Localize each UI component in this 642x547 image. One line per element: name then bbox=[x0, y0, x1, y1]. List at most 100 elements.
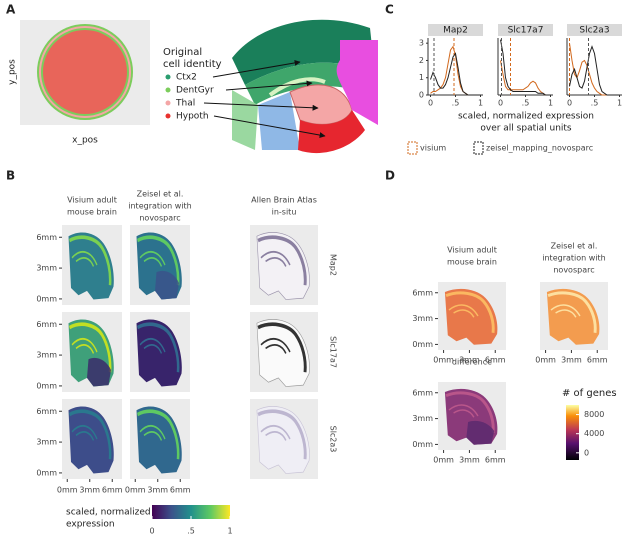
column-header: Allen Brain Atlas bbox=[251, 196, 317, 205]
brain-hippocampus bbox=[448, 404, 479, 418]
legend-swatch bbox=[407, 141, 418, 155]
legend-swatch bbox=[165, 113, 171, 119]
brain-hippocampus bbox=[448, 304, 479, 318]
facet-strip bbox=[428, 24, 483, 36]
brain-hippocampus bbox=[260, 424, 291, 441]
legend-label: DentGyr bbox=[176, 86, 214, 96]
y-tick-label: 6mm bbox=[36, 407, 57, 416]
y-tick-label: 6mm bbox=[36, 320, 57, 329]
brain-hippocampus bbox=[139, 250, 166, 267]
brain-cortex bbox=[69, 409, 112, 460]
colorbar-tick-label: 1 bbox=[227, 527, 232, 536]
brain-hippocampus bbox=[71, 337, 98, 354]
brain-cortex bbox=[137, 322, 180, 373]
cell-ring-inner bbox=[39, 26, 131, 118]
y-tick-label: 3mm bbox=[412, 314, 433, 323]
brain-cortex bbox=[137, 235, 180, 286]
region bbox=[336, 40, 378, 125]
brain-map bbox=[256, 406, 310, 474]
arrow bbox=[225, 80, 313, 91]
x-tick-label: 0mm bbox=[535, 356, 556, 365]
column-header: integration with bbox=[128, 202, 191, 211]
legend-label: Thal bbox=[175, 99, 195, 109]
panel-letter: B bbox=[6, 169, 15, 183]
panel-letter: A bbox=[6, 3, 16, 17]
axis-label: y_pos bbox=[8, 59, 18, 85]
colorbar bbox=[152, 505, 230, 519]
column-header: novosparc bbox=[553, 266, 594, 275]
y-tick-label: 0mm bbox=[412, 440, 433, 449]
column-header: integration with bbox=[542, 254, 605, 263]
brain-ventral bbox=[155, 270, 179, 300]
brain-anatomy bbox=[203, 19, 378, 154]
brain-hippocampus bbox=[260, 250, 291, 267]
density-line bbox=[430, 52, 481, 96]
panel-letter: D bbox=[385, 169, 395, 183]
row-label: Map2 bbox=[329, 254, 338, 276]
panel-a-schematic bbox=[20, 20, 150, 125]
legend-swatch bbox=[165, 74, 171, 80]
x-tick-label: 0 bbox=[428, 99, 433, 108]
axis-label: x_pos bbox=[72, 136, 98, 146]
x-tick-label: 3mm bbox=[79, 486, 100, 495]
brain-hippocampus bbox=[139, 337, 166, 354]
brain-map bbox=[256, 319, 310, 387]
axis-label: scaled, normalized expression bbox=[458, 112, 594, 122]
brain-cortex bbox=[445, 291, 495, 333]
legend-swatch bbox=[165, 87, 171, 93]
y-tick-label: 0 bbox=[419, 91, 424, 100]
panel-title: difference bbox=[452, 358, 492, 367]
brain-hippocampus bbox=[260, 337, 291, 354]
brain-map bbox=[256, 232, 310, 300]
y-tick-label: 3mm bbox=[412, 414, 433, 423]
panel-letter: C bbox=[385, 3, 394, 17]
axis-label: over all spatial units bbox=[480, 124, 572, 134]
y-tick-label: 3mm bbox=[36, 351, 57, 360]
colorbar-tick-label: 4000 bbox=[584, 429, 604, 438]
brain-hippocampus bbox=[139, 424, 166, 441]
brain-map bbox=[136, 319, 182, 387]
x-tick-label: .5 bbox=[522, 99, 530, 108]
brain-cortex bbox=[547, 291, 597, 333]
x-tick-label: 1 bbox=[617, 99, 622, 108]
row-label: Slc17a7 bbox=[329, 336, 338, 368]
legend-swatch bbox=[165, 100, 171, 106]
brain-cortex bbox=[257, 409, 307, 460]
brain-map bbox=[444, 288, 498, 345]
y-tick-label: 0mm bbox=[36, 468, 57, 477]
y-tick-label: 6mm bbox=[36, 233, 57, 242]
x-tick-label: 0mm bbox=[125, 486, 146, 495]
colorbar-tick-label: 0 bbox=[584, 448, 589, 457]
colorbar-title: expression bbox=[66, 520, 115, 530]
y-tick-label: 3 bbox=[419, 39, 424, 48]
y-tick-label: 0mm bbox=[36, 381, 57, 390]
legend-label: Hypoth bbox=[176, 112, 209, 122]
brain-cortex bbox=[257, 235, 307, 286]
x-tick-label: 6mm bbox=[485, 356, 506, 365]
brain-cortex bbox=[445, 391, 495, 433]
x-tick-label: 1 bbox=[478, 99, 483, 108]
legend-label: zeisel_mapping_novosparc bbox=[486, 144, 593, 153]
density-line bbox=[569, 43, 620, 96]
y-tick-label: 6mm bbox=[412, 388, 433, 397]
colorbar-tick-label: 8000 bbox=[584, 410, 604, 419]
brain-map bbox=[136, 406, 182, 474]
x-tick-label: .5 bbox=[452, 99, 460, 108]
x-tick-label: 6mm bbox=[170, 486, 191, 495]
x-tick-label: 0mm bbox=[57, 486, 78, 495]
region bbox=[268, 77, 326, 97]
legend-label: visium bbox=[420, 144, 446, 153]
x-tick-label: 3mm bbox=[459, 356, 480, 365]
x-tick-label: 1 bbox=[548, 99, 553, 108]
brain-cortex bbox=[69, 235, 112, 286]
brain-cortex bbox=[137, 409, 180, 460]
column-header: Visium adult bbox=[447, 246, 497, 255]
facet-label: Slc2a3 bbox=[579, 26, 609, 36]
y-tick-label: 3mm bbox=[36, 264, 57, 273]
brain-hippocampus bbox=[71, 250, 98, 267]
region bbox=[298, 110, 365, 154]
facet-strip bbox=[567, 24, 622, 36]
brain-hippocampus bbox=[550, 304, 581, 318]
column-header: mouse brain bbox=[447, 258, 497, 267]
